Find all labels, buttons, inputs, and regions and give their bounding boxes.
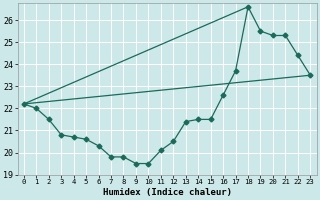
X-axis label: Humidex (Indice chaleur): Humidex (Indice chaleur) xyxy=(103,188,232,197)
